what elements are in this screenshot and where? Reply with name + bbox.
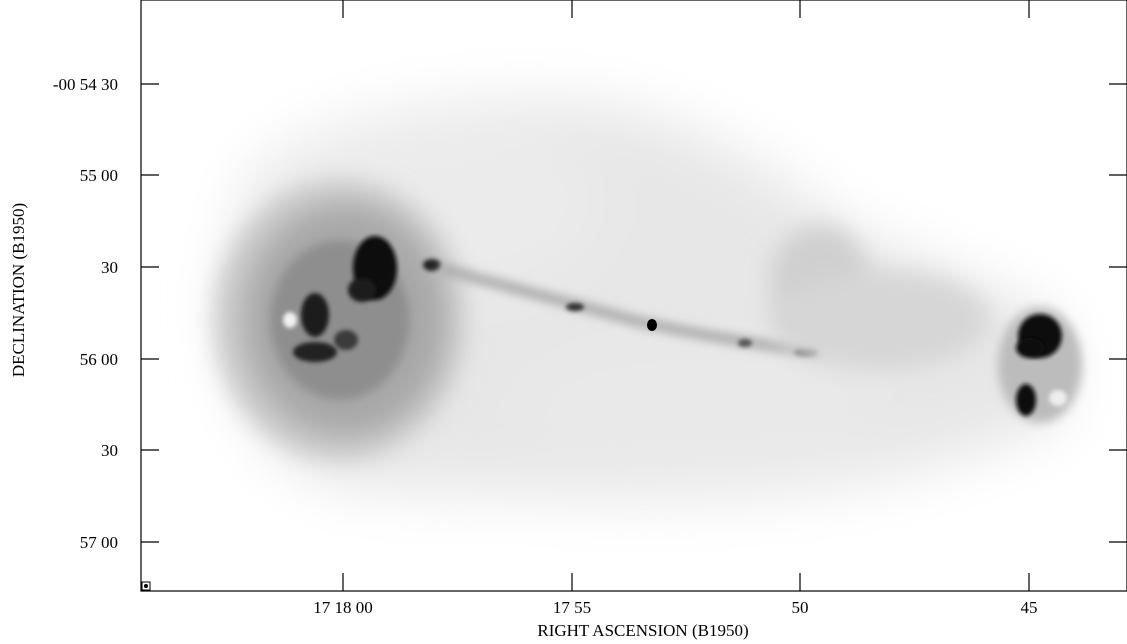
radio-galaxy-emission — [215, 99, 1082, 502]
middle-plume — [770, 225, 990, 370]
x-tick-label: 45 — [1021, 598, 1038, 617]
y-axis-tick-labels: -00 54 30 55 00 30 56 00 30 57 00 — [53, 75, 118, 552]
right-lobe — [998, 307, 1082, 423]
y-axis-ticks — [141, 83, 1127, 543]
plot-frame — [140, 0, 1127, 592]
core — [647, 319, 657, 331]
x-axis-tick-labels: 17 18 00 17 55 50 45 — [313, 598, 1037, 617]
y-tick-label: 30 — [101, 258, 118, 277]
y-tick-label: 57 00 — [80, 533, 118, 552]
x-axis-ticks — [342, 0, 1030, 591]
x-tick-label: 50 — [792, 598, 809, 617]
left-lobe — [215, 180, 465, 460]
y-tick-label: 56 00 — [80, 350, 118, 369]
y-axis-title: DECLINATION (B1950) — [9, 203, 28, 377]
y-tick-label: 30 — [101, 441, 118, 460]
y-tick-label: -00 54 30 — [53, 75, 118, 94]
beam-marker — [141, 581, 151, 591]
x-tick-label: 17 18 00 — [313, 598, 373, 617]
x-tick-label: 17 55 — [553, 598, 591, 617]
y-tick-label: 55 00 — [80, 166, 118, 185]
x-axis-title: RIGHT ASCENSION (B1950) — [537, 621, 748, 640]
